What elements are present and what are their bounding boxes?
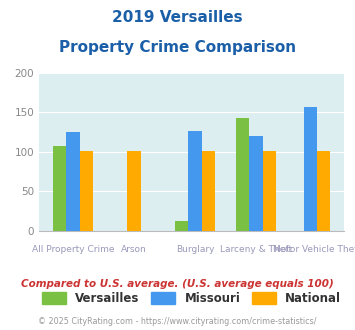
Bar	[189, 131, 202, 231]
Text: © 2025 CityRating.com - https://www.cityrating.com/crime-statistics/: © 2025 CityRating.com - https://www.city…	[38, 317, 317, 326]
Bar	[236, 118, 249, 231]
Bar	[263, 151, 276, 231]
Text: Compared to U.S. average. (U.S. average equals 100): Compared to U.S. average. (U.S. average …	[21, 279, 334, 289]
Text: 2019 Versailles: 2019 Versailles	[112, 10, 243, 25]
Bar	[202, 151, 215, 231]
Bar	[66, 132, 80, 231]
Text: Larceny & Theft: Larceny & Theft	[220, 245, 292, 254]
Legend: Versailles, Missouri, National: Versailles, Missouri, National	[38, 287, 346, 310]
Bar	[249, 136, 263, 231]
Text: Property Crime Comparison: Property Crime Comparison	[59, 40, 296, 54]
Text: All Property Crime: All Property Crime	[32, 245, 114, 254]
Text: Motor Vehicle Theft: Motor Vehicle Theft	[273, 245, 355, 254]
Text: Burglary: Burglary	[176, 245, 214, 254]
Bar	[127, 151, 141, 231]
Bar	[317, 151, 331, 231]
Bar	[175, 221, 189, 231]
Bar	[53, 146, 66, 231]
Bar	[80, 151, 93, 231]
Bar	[304, 108, 317, 231]
Text: Arson: Arson	[121, 245, 147, 254]
